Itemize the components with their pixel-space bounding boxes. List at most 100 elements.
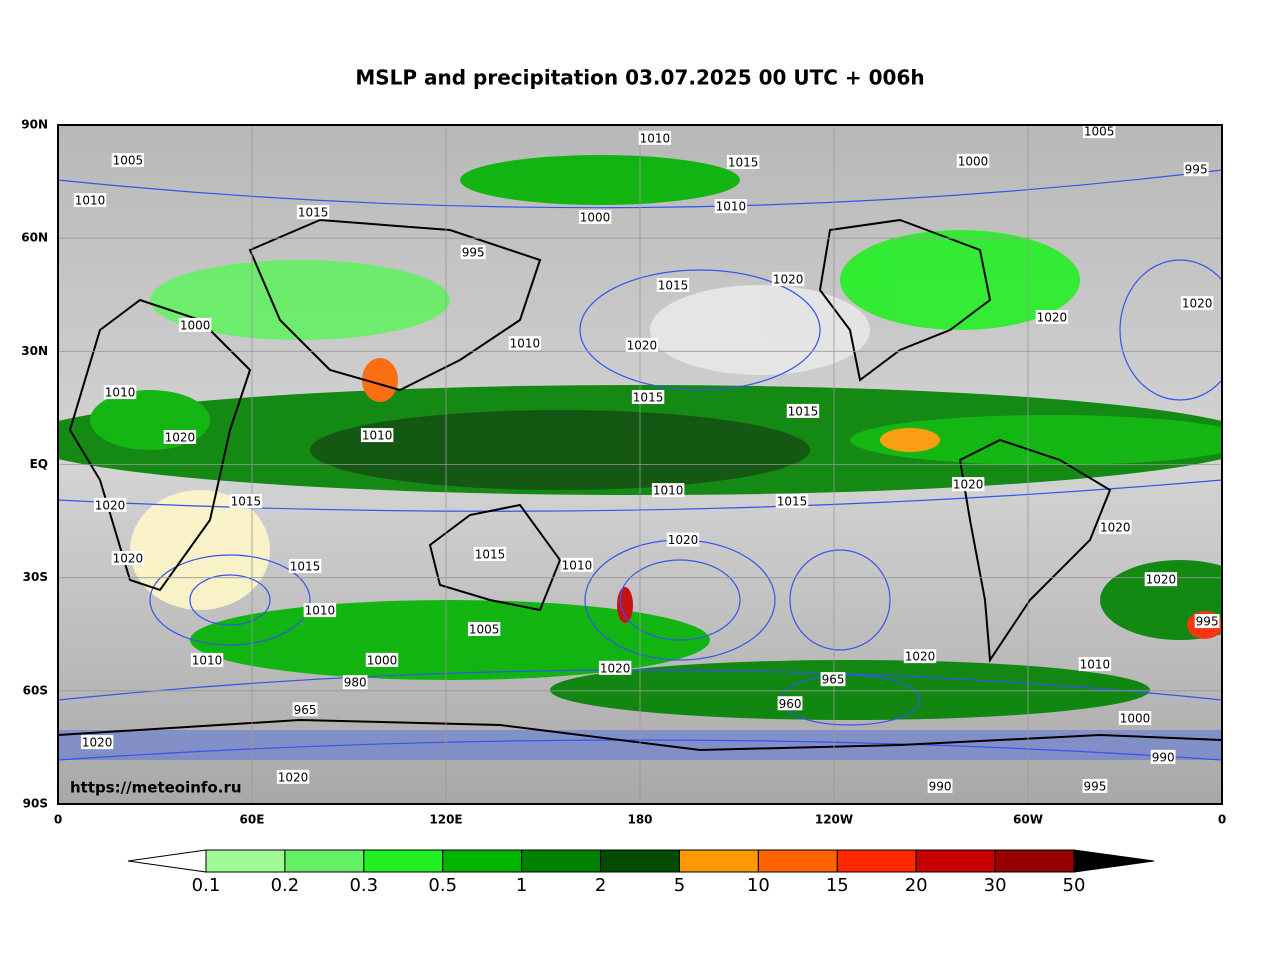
colorbar-label: 0.5 <box>428 875 457 896</box>
isobar-label: 1005 <box>113 154 144 168</box>
isobar-label-bg <box>288 558 322 573</box>
isobar-label-bg <box>460 245 486 260</box>
map-field: 1010 1005 1015 1000 995 1005 1010 1015 995 1000 10… <box>58 125 1222 804</box>
colorbar-segment <box>442 849 523 873</box>
watermark: https://meteoinfo.ru <box>70 779 242 797</box>
colorbar-segment <box>678 849 759 873</box>
isobar-label: 1020 <box>278 770 309 784</box>
x-tick-label: 60W <box>1013 813 1043 827</box>
isobar-label: 965 <box>294 703 317 717</box>
colorbar-label: 15 <box>826 875 849 896</box>
colorbar-segment <box>757 849 838 873</box>
isobar-label: 1015 <box>788 404 819 418</box>
isobar-label: 1000 <box>958 154 989 168</box>
colorbar-segment <box>836 849 917 873</box>
colorbar-segment <box>521 849 602 873</box>
isobar-label-bg <box>1118 710 1152 725</box>
isobar-label-bg <box>777 696 803 711</box>
isobar-label: 1020 <box>165 430 196 444</box>
colorbar-label: 0.3 <box>349 875 378 896</box>
map-frame <box>57 124 1223 805</box>
x-tick-label: 120E <box>429 813 462 827</box>
isobar-label-bg <box>666 532 700 547</box>
isobar-label-bg <box>360 428 394 443</box>
y-tick-label: EQ <box>30 457 48 471</box>
isobar-label-bg <box>598 660 632 675</box>
isobar-label: 1020 <box>1100 521 1131 535</box>
isobar-label-bg <box>1150 749 1176 764</box>
isobar-label: 1020 <box>953 478 984 492</box>
isobar-label-bg <box>163 429 197 444</box>
isobar-label-bg <box>726 154 760 169</box>
isobar-label-bg <box>292 702 318 717</box>
y-tick-label: 90N <box>21 118 48 132</box>
colorbar-segment <box>600 849 680 873</box>
x-tick-label: 0 <box>54 813 62 827</box>
isobar-label: 1010 <box>653 484 684 498</box>
colorbar-over <box>1073 849 1155 873</box>
colorbar-label: 0.1 <box>192 875 221 896</box>
isobar-label-bg <box>625 337 659 352</box>
isobar-label-bg <box>951 477 985 492</box>
isobar-label: 1015 <box>728 155 759 169</box>
isobar-label: 995 <box>1185 163 1208 177</box>
isobar-label-bg <box>342 675 368 690</box>
isobar-label: 1020 <box>113 552 144 566</box>
isobar-label: 1020 <box>773 272 804 286</box>
isobar-label: 1000 <box>580 211 611 225</box>
isobar-label-bg <box>467 621 501 636</box>
isobar-label-bg <box>1035 310 1069 325</box>
isobar-label-bg <box>656 277 690 292</box>
isobar-label-bg <box>1082 778 1108 793</box>
isobar-label: 1010 <box>75 194 106 208</box>
isobar-label-bg <box>365 652 399 667</box>
isobar-label: 1015 <box>633 390 664 404</box>
isobar-label: 1015 <box>231 495 262 509</box>
colorbar-segment <box>284 849 365 873</box>
colorbar-label: 0.2 <box>271 875 300 896</box>
isobar-label-bg <box>956 153 990 168</box>
isobar-label: 1015 <box>777 495 808 509</box>
isobar-label-bg <box>714 199 748 214</box>
isobar-label-bg <box>1180 296 1214 311</box>
map-title: MSLP and precipitation 03.07.2025 00 UTC… <box>355 66 924 90</box>
colorbar-segment <box>915 849 996 873</box>
isobar-label: 1010 <box>510 337 541 351</box>
isobar-label-bg <box>560 557 594 572</box>
colorbar-under <box>127 849 207 873</box>
isobar-label-bg <box>1099 520 1132 535</box>
isobar-label-bg <box>73 193 107 208</box>
x-tick-label: 120W <box>815 813 853 827</box>
isobar-label: 1020 <box>1182 297 1213 311</box>
colorbar-label: 30 <box>984 875 1007 896</box>
isobar-label-bg <box>303 603 337 618</box>
colorbar-label: 50 <box>1063 875 1086 896</box>
y-tick-label: 30S <box>23 570 48 584</box>
isobar-label-bg <box>631 389 665 404</box>
isobar-label: 1015 <box>290 559 321 573</box>
isobar-label: 1015 <box>298 206 329 220</box>
isobar-label-bg <box>1144 572 1178 587</box>
isobar-label: 1005 <box>1084 125 1115 139</box>
x-tick-label: 0 <box>1218 813 1226 827</box>
colorbar-segment <box>205 849 286 873</box>
colorbar-label: 1 <box>516 875 527 896</box>
isobar-label: 1010 <box>1080 658 1111 672</box>
isobar-label-bg <box>190 652 224 667</box>
colorbar-segment <box>994 849 1075 873</box>
isobar-label-bg <box>651 483 685 498</box>
isobar-label-bg <box>229 494 263 509</box>
y-tick-label: 30N <box>21 344 48 358</box>
isobar-label: 965 <box>822 673 845 687</box>
isobar-label: 1010 <box>305 604 336 618</box>
isobar-label: 1020 <box>1146 573 1177 587</box>
isobar-label-bg <box>276 769 310 784</box>
colorbar-label: 2 <box>595 875 606 896</box>
isobar-label: 1000 <box>367 653 398 667</box>
isobar-label: 995 <box>1196 615 1219 629</box>
isobar-label-bg <box>578 210 612 225</box>
isobar-label-bg <box>80 735 114 750</box>
isobar-label: 1000 <box>1120 711 1151 725</box>
isobar-label: 1010 <box>362 429 393 443</box>
